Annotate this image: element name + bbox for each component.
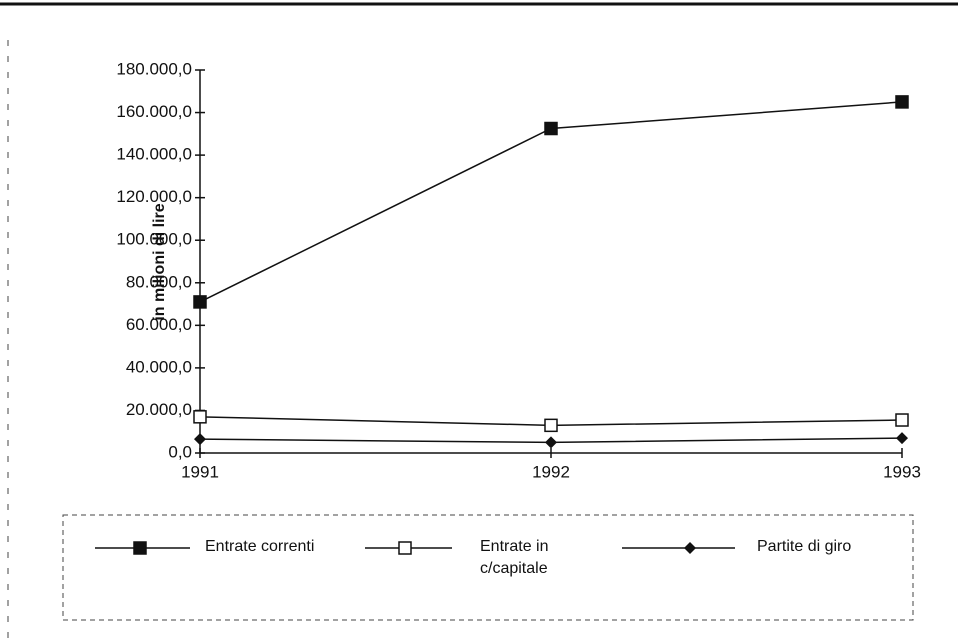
marker — [544, 418, 558, 433]
marker — [684, 542, 696, 554]
marker — [544, 121, 558, 136]
marker — [398, 541, 412, 555]
y-tick-label: 100.000,0 — [116, 230, 192, 249]
legend-label: Entrate correnti — [205, 538, 315, 555]
y-tick-label: 0,0 — [168, 442, 192, 461]
y-tick-label: 80.000,0 — [126, 272, 192, 291]
marker — [194, 433, 206, 446]
marker — [545, 436, 557, 449]
legend-label: Entrate in c/capitale — [480, 538, 549, 577]
marker — [193, 410, 207, 424]
legend-label-box: Entrate in c/capitale — [480, 538, 549, 577]
y-tick-label: 20.000,0 — [126, 400, 192, 419]
x-tick-label: 1992 — [532, 462, 570, 481]
legend-box — [62, 514, 914, 621]
x-tick-label: 1991 — [181, 462, 219, 481]
marker — [193, 295, 207, 309]
marker — [895, 413, 909, 427]
y-tick-label: 140.000,0 — [116, 145, 192, 164]
y-tick-label: 60.000,0 — [126, 315, 192, 334]
marker — [895, 95, 909, 109]
y-tick-label: 160.000,0 — [116, 102, 192, 121]
legend-label-box: Entrate correnti — [205, 538, 315, 555]
y-axis-label: in milioni di lire — [151, 203, 168, 320]
y-tick-label: 180.000,0 — [116, 59, 192, 78]
marker — [896, 432, 908, 445]
legend-label-box: Partite di giro — [757, 538, 852, 555]
x-tick-label: 1993 — [883, 462, 921, 481]
y-tick-label: 40.000,0 — [126, 357, 192, 376]
marker — [133, 541, 147, 555]
y-tick-label: 120.000,0 — [116, 187, 192, 206]
legend-label: Partite di giro — [757, 538, 852, 555]
